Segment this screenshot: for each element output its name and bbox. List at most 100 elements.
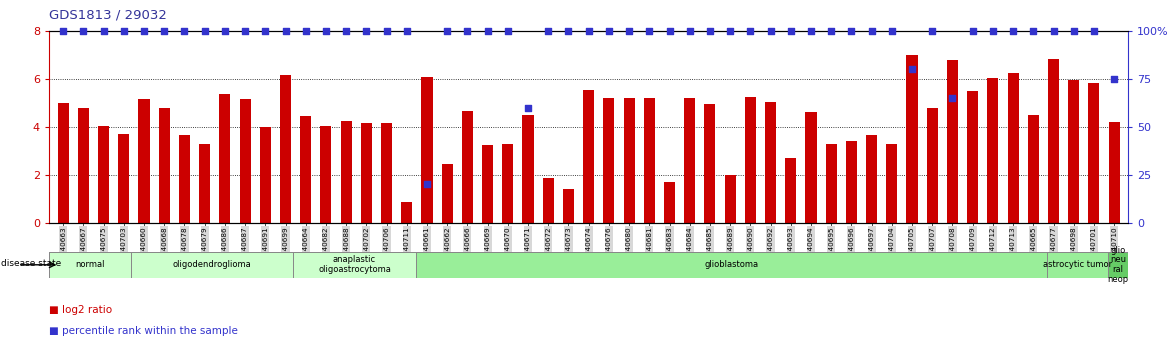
Point [336,28,355,34]
Point [538,28,557,34]
Point [114,28,133,34]
Point [599,28,618,34]
Bar [220,95,230,223]
Point [216,28,235,34]
Bar [987,78,999,223]
Bar [887,144,897,223]
Text: ■ log2 ratio: ■ log2 ratio [49,305,112,315]
Point [95,28,113,34]
Point [964,28,982,34]
Point [1105,76,1124,82]
Point [801,28,820,34]
Point [134,28,153,34]
Bar [381,123,392,223]
Point [478,28,496,34]
Bar [724,175,736,223]
Bar [159,108,169,223]
Point [155,28,174,34]
Point [701,28,719,34]
Point [640,28,659,34]
Point [923,28,941,34]
Point [397,28,416,34]
Bar [98,126,109,223]
Text: GDS1813 / 29032: GDS1813 / 29032 [49,9,167,22]
Bar [239,99,251,223]
Text: anaplastic
oligoastrocytoma: anaplastic oligoastrocytoma [318,255,391,274]
Point [297,28,315,34]
Text: oligodendroglioma: oligodendroglioma [173,260,251,269]
Point [458,28,477,34]
Text: ■ percentile rank within the sample: ■ percentile rank within the sample [49,326,238,336]
Point [762,28,780,34]
Bar [806,112,816,223]
Bar [1108,122,1120,223]
Point [903,67,922,72]
Bar [906,55,918,223]
Point [236,28,255,34]
Bar [1028,115,1038,223]
Bar [644,98,655,223]
Bar [846,141,857,223]
Bar [1008,73,1018,223]
Bar [624,98,634,223]
Bar [442,164,453,223]
Point [74,28,92,34]
Point [620,28,639,34]
Point [1044,28,1063,34]
Bar [57,103,69,223]
Bar [416,252,1047,278]
Bar [967,91,979,223]
Bar [179,135,190,223]
Point [842,28,861,34]
Bar [543,178,554,223]
Bar [522,115,534,223]
Bar [259,127,271,223]
Bar [300,116,312,223]
Point [681,28,700,34]
Point [54,28,72,34]
Bar [280,75,291,223]
Bar [1069,80,1079,223]
Point [1064,28,1083,34]
Point [943,95,961,101]
Point [559,28,578,34]
Point [1085,28,1104,34]
Bar [293,252,416,278]
Point [579,28,598,34]
Bar [745,97,756,223]
Point [377,28,396,34]
Text: glioblastoma: glioblastoma [704,260,758,269]
Text: normal: normal [75,260,104,269]
Point [357,28,376,34]
Bar [947,60,958,223]
Bar [199,144,210,223]
Point [721,28,739,34]
Bar [461,111,473,223]
Bar [139,99,150,223]
Bar [1089,82,1099,223]
Point [883,28,902,34]
Bar [422,77,432,223]
Point [175,28,194,34]
Bar [663,182,675,223]
Bar [826,144,836,223]
Point [822,28,841,34]
Point [256,28,274,34]
Point [983,28,1002,34]
Point [1024,28,1043,34]
Bar [1047,252,1108,278]
Bar [684,98,695,223]
Point [781,28,800,34]
Text: glio
neu
ral
neop: glio neu ral neop [1107,246,1128,284]
Bar [604,98,614,223]
Bar [704,104,716,223]
Point [1003,28,1022,34]
Bar [563,189,573,223]
Bar [361,123,371,223]
Bar [583,90,595,223]
Bar [1048,59,1059,223]
Point [660,28,679,34]
Point [317,28,335,34]
Point [195,28,214,34]
Point [862,28,881,34]
